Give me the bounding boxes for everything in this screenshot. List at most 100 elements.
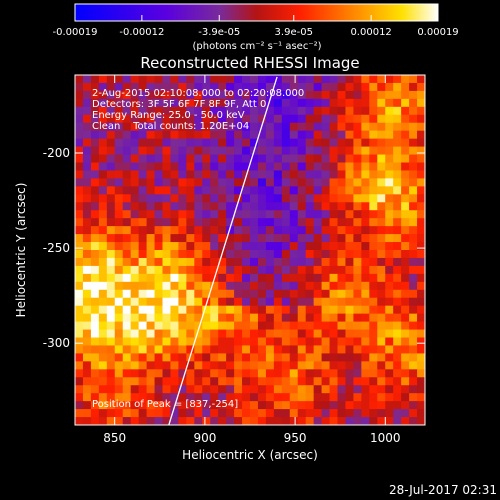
heatmap-cell xyxy=(162,289,172,299)
heatmap-cell xyxy=(226,361,235,370)
heatmap-cell xyxy=(257,265,267,275)
heatmap-cell xyxy=(377,242,386,251)
heatmap-cell xyxy=(297,194,307,203)
heatmap-cell xyxy=(329,162,339,172)
heatmap-cell xyxy=(297,186,307,195)
heatmap-cell xyxy=(281,321,291,331)
heatmap-cell xyxy=(321,369,331,378)
heatmap-cell xyxy=(250,321,259,331)
heatmap-cell xyxy=(98,337,108,347)
heatmap-cell xyxy=(138,234,148,243)
heatmap-cell xyxy=(345,385,354,394)
heatmap-cell xyxy=(361,377,370,386)
heatmap-cell xyxy=(369,265,378,275)
heatmap-cell xyxy=(242,393,251,402)
heatmap-cell xyxy=(226,305,235,315)
heatmap-cell xyxy=(186,242,195,251)
heatmap-cell xyxy=(98,226,108,235)
heatmap-cell xyxy=(210,265,219,275)
heatmap-cell xyxy=(114,202,124,211)
heatmap-cell xyxy=(170,305,179,315)
heatmap-cell xyxy=(313,250,323,259)
heatmap-cell xyxy=(305,289,315,299)
heatmap-cell xyxy=(361,329,370,339)
heatmap-cell xyxy=(154,122,164,132)
heatmap-cell xyxy=(409,345,418,354)
heatmap-cell xyxy=(257,305,267,315)
heatmap-cell xyxy=(218,226,227,235)
heatmap-cell xyxy=(305,154,315,164)
heatmap-cell xyxy=(106,345,116,354)
heatmap-cell xyxy=(385,353,394,362)
heatmap-cell xyxy=(162,82,172,92)
heatmap-cell xyxy=(250,226,259,235)
heatmap-cell xyxy=(361,90,370,100)
heatmap-cell xyxy=(369,130,378,140)
heatmap-cell xyxy=(377,218,386,227)
heatmap-cell xyxy=(401,377,410,386)
heatmap-cell xyxy=(242,385,251,394)
heatmap-cell xyxy=(146,154,156,164)
heatmap-cell xyxy=(122,242,132,251)
heatmap-cell xyxy=(417,178,425,187)
heatmap-cell xyxy=(242,202,251,211)
heatmap-cell xyxy=(353,218,362,227)
heatmap-cell xyxy=(313,90,323,100)
heatmap-cell xyxy=(401,305,410,315)
heatmap-cell xyxy=(98,305,108,315)
heatmap-cell xyxy=(345,114,354,124)
heatmap-cell xyxy=(409,337,418,347)
heatmap-cell xyxy=(337,130,347,140)
heatmap-cell xyxy=(393,265,402,275)
heatmap-cell xyxy=(186,297,195,307)
heatmap-cell xyxy=(202,130,211,140)
heatmap-cell xyxy=(329,409,339,418)
heatmap-cell xyxy=(210,289,219,299)
heatmap-cell xyxy=(273,369,283,378)
heatmap-cell xyxy=(289,321,299,331)
heatmap-cell xyxy=(313,281,323,291)
heatmap-cell xyxy=(329,75,339,84)
heatmap-cell xyxy=(242,273,251,283)
heatmap-cell xyxy=(257,353,267,362)
heatmap-cell xyxy=(122,146,132,156)
heatmap-cell xyxy=(345,393,354,402)
heatmap-cell xyxy=(194,130,203,140)
heatmap-cell xyxy=(281,154,291,164)
heatmap-cell xyxy=(313,385,323,394)
annotation-clean-counts: Clean Total counts: 1.20E+04 xyxy=(92,121,249,132)
heatmap-cell xyxy=(170,377,179,386)
heatmap-cell xyxy=(353,337,362,347)
heatmap-cell xyxy=(401,75,410,84)
heatmap-cell xyxy=(130,361,140,370)
heatmap-cell xyxy=(409,106,418,116)
heatmap-cell xyxy=(289,281,299,291)
heatmap-cell xyxy=(313,122,323,132)
heatmap-cell xyxy=(98,202,108,211)
heatmap-cell xyxy=(90,361,100,370)
heatmap-cell xyxy=(75,385,84,394)
annotation-detectors: Detectors: 3F 5F 6F 7F 8F 9F, Att 0 xyxy=(92,99,266,110)
heatmap-cell xyxy=(146,305,156,315)
heatmap-cell xyxy=(114,401,124,410)
heatmap-cell xyxy=(417,226,425,235)
heatmap-cell xyxy=(297,130,307,140)
heatmap-cell xyxy=(218,297,227,307)
heatmap-cell xyxy=(257,369,267,378)
heatmap-cell xyxy=(90,82,100,92)
heatmap-cell xyxy=(305,146,315,156)
heatmap-cell xyxy=(162,417,172,425)
heatmap-cell xyxy=(90,194,100,203)
heatmap-cell xyxy=(210,186,219,195)
heatmap-cell xyxy=(257,218,267,227)
heatmap-cell xyxy=(273,154,283,164)
heatmap-cell xyxy=(257,242,267,251)
heatmap-cell xyxy=(273,297,283,307)
heatmap-cell xyxy=(281,202,291,211)
heatmap-cell xyxy=(114,321,124,331)
heatmap-cell xyxy=(98,138,108,148)
heatmap-cell xyxy=(297,297,307,307)
heatmap-cell xyxy=(170,313,179,323)
heatmap-cell xyxy=(202,250,211,259)
heatmap-cell xyxy=(90,297,100,307)
